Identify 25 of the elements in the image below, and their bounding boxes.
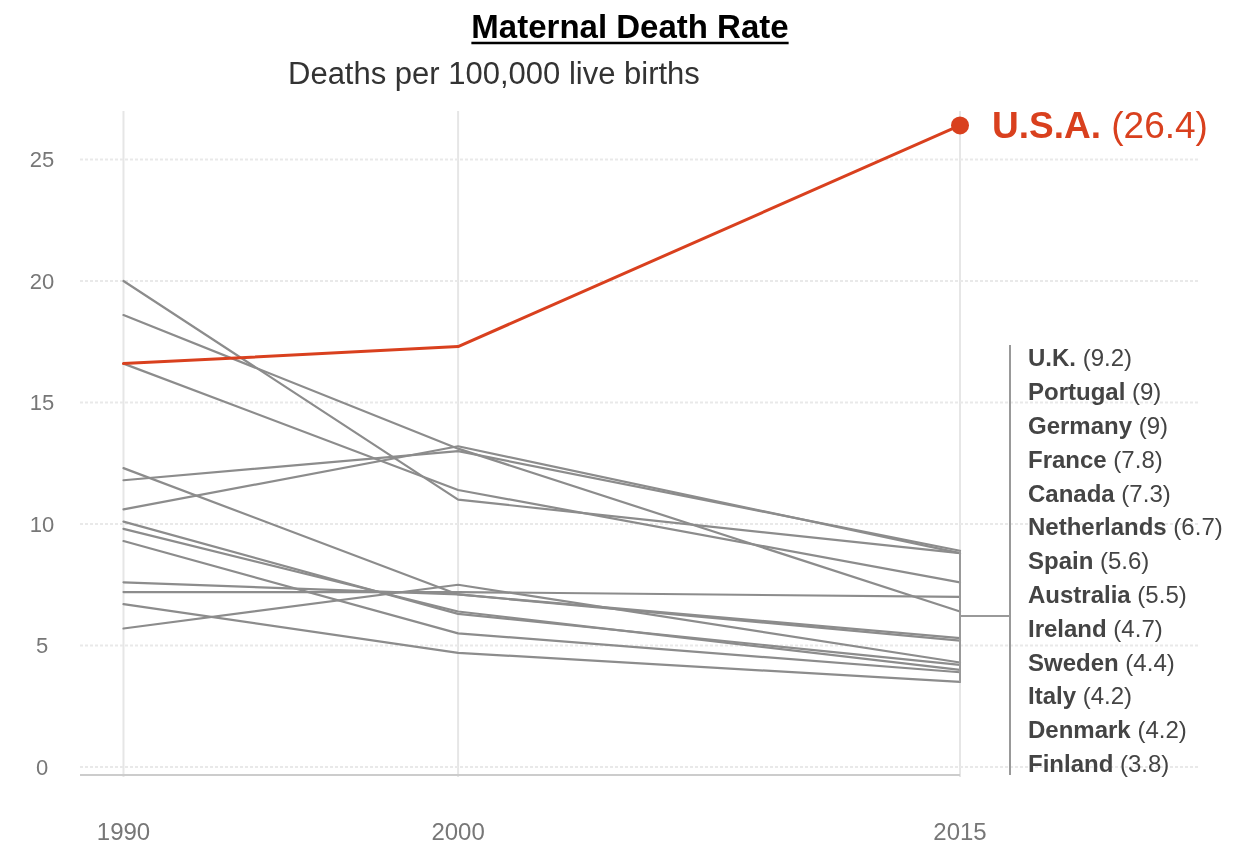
text: Denmark (4.2) [1028,716,1187,744]
series-label: U.S.A. (26.4) [992,105,1208,147]
y-tick-label: 0 [35,754,49,780]
text: Germany (9) [1028,412,1169,439]
chart-title: Maternal Death Rate [471,8,789,45]
y-tick-label: 5 [35,633,49,659]
y-axis-title: Deaths per 100,000 live births [288,55,701,93]
text: France (7.8) [1028,445,1163,473]
text: Canada (7.3) [1028,479,1171,507]
text: Australia (5.5) [1028,581,1187,608]
x-tick-label: 1990 [96,818,151,845]
y-tick-label: 15 [29,390,55,416]
y-tick-label: 20 [29,268,55,294]
text: Italy (4.2) [1028,682,1133,710]
text: U.K. (9.2) [1028,344,1133,372]
text: Sweden (4.4) [1028,648,1175,676]
text: Netherlands (6.7) [1028,513,1223,541]
text: Finland (3.8) [1028,750,1170,777]
x-tick-label: 2000 [431,818,485,845]
text: Spain (5.6) [1028,547,1150,575]
text: Portugal (9) [1028,378,1162,406]
text: Ireland (4.7) [1028,614,1163,642]
y-tick-label: 25 [29,147,55,173]
x-tick-label: 2015 [933,818,987,845]
y-tick-label: 10 [29,511,55,537]
